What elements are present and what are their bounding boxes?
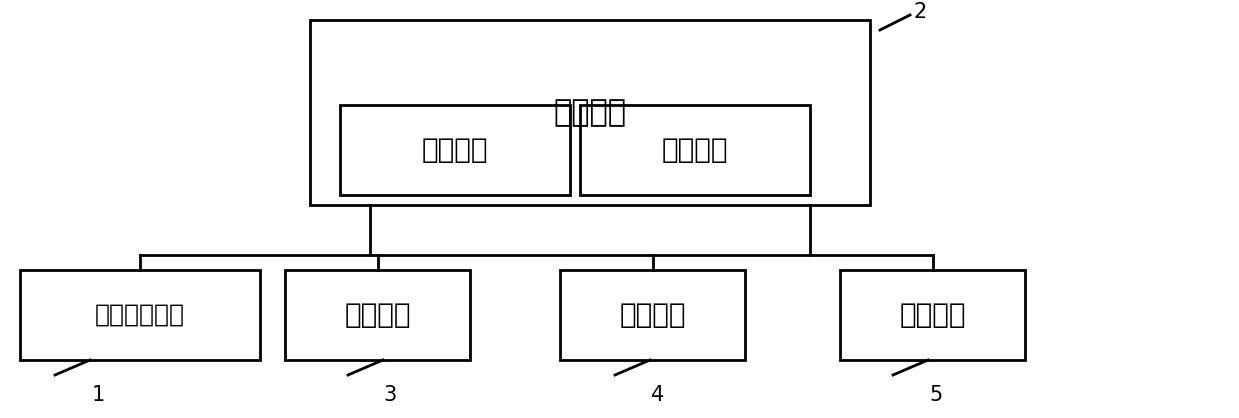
Text: 显示模块: 显示模块 [900,301,965,329]
Text: 2: 2 [913,2,927,22]
Bar [339,105,570,195]
Bar [310,20,870,205]
Text: 风量调节模块: 风量调节模块 [95,303,185,327]
Bar [20,270,260,360]
Text: 1: 1 [92,385,104,405]
Bar [285,270,470,360]
Text: 比较模块: 比较模块 [662,136,729,164]
Text: 检测模块: 检测模块 [620,301,685,329]
Text: 5: 5 [929,385,943,405]
Bar [560,270,745,360]
Text: 存储模块: 存储模块 [421,136,488,164]
Text: 控制模块: 控制模块 [554,98,627,127]
Text: 风机模块: 风机模块 [344,301,411,329]
Bar [580,105,810,195]
Text: 3: 3 [383,385,396,405]
Text: 4: 4 [652,385,664,405]
Bar [840,270,1025,360]
